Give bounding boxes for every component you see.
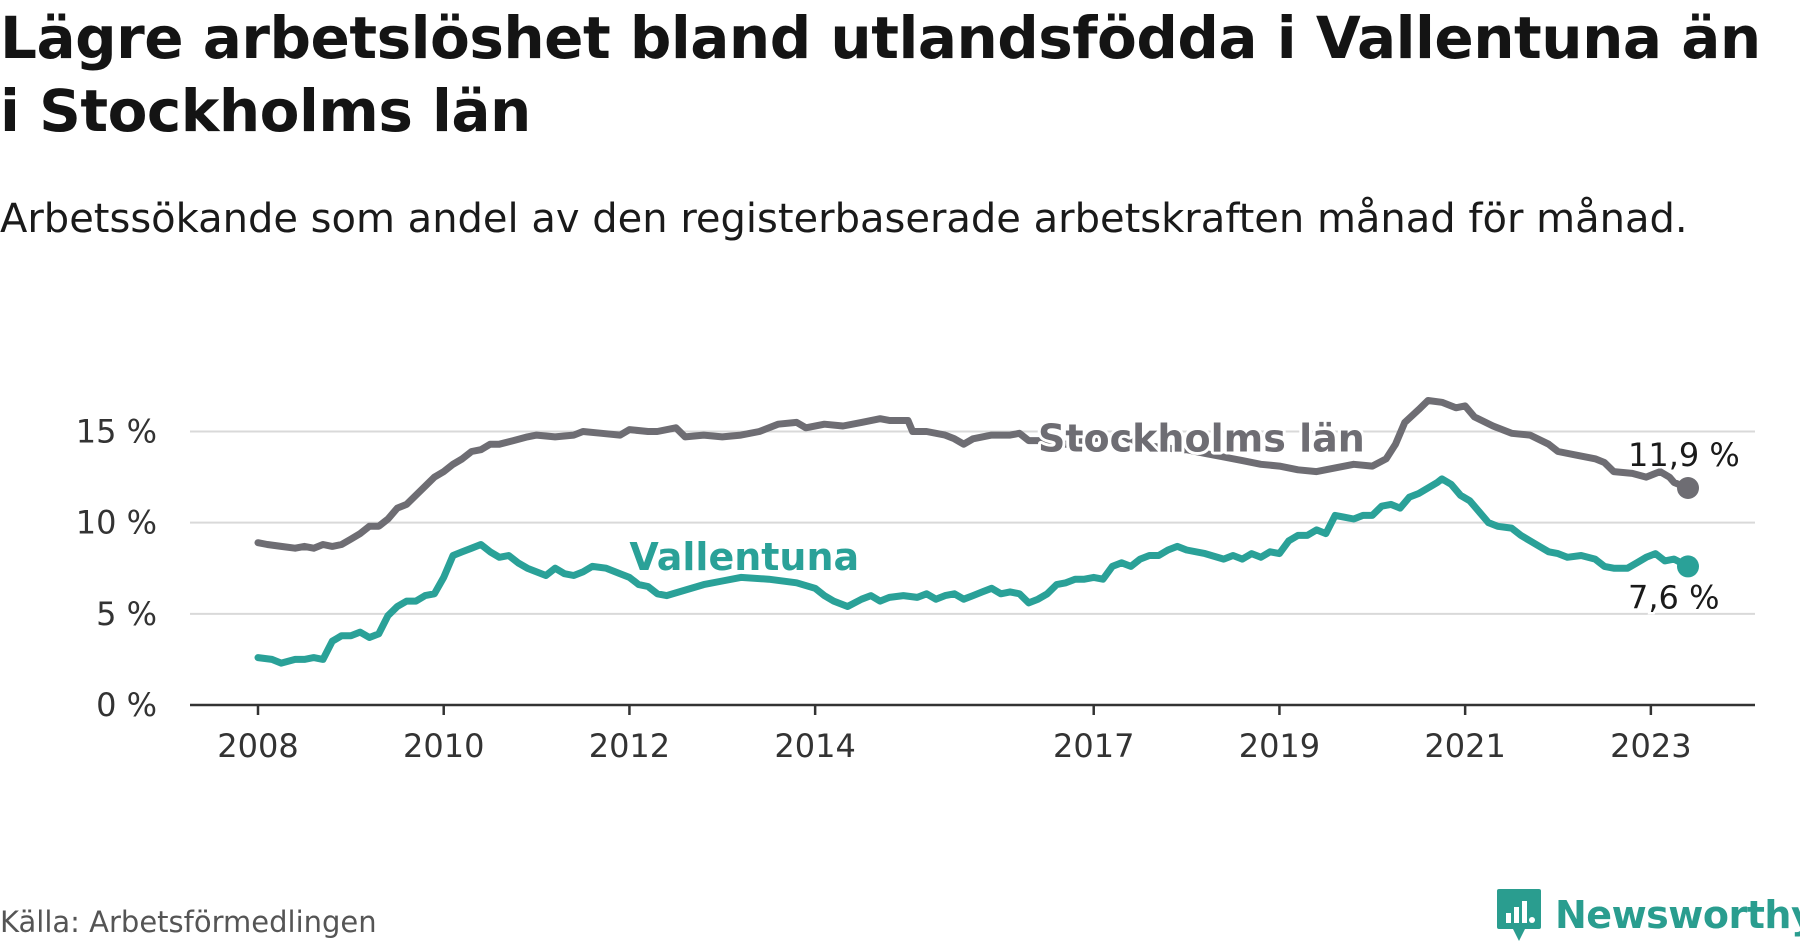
end-point-stockholms-län [1677, 477, 1699, 499]
series-line-vallentuna [254, 475, 1692, 667]
series-lines [254, 397, 1699, 667]
source-note: Källa: Arbetsförmedlingen [0, 905, 377, 939]
brand-logo[interactable]: Newsworthy [1495, 887, 1800, 943]
page-subtitle: Arbetssökande som andel av den registerb… [0, 196, 1688, 242]
y-tick-label: 10 % [76, 504, 157, 542]
x-tick-label: 2019 [1239, 727, 1320, 765]
gridlines [190, 430, 1755, 615]
brand-name: Newsworthy [1555, 893, 1800, 937]
y-tick-label: 0 % [96, 686, 157, 724]
page-title: Lägre arbetslöshet bland utlandsfödda i … [0, 4, 1761, 145]
axes: 0 % 5 % 10 % 15 % 2008 2010 2012 2014 2017 2019 20… [76, 412, 1755, 765]
end-point-vallentuna [1677, 555, 1699, 578]
end-value-label-vallentuna: 7,6 % [1628, 578, 1719, 616]
y-tick-label: 15 % [76, 412, 157, 450]
y-tick-label: 5 % [96, 595, 157, 633]
newsworthy-logo-icon [1497, 889, 1541, 941]
x-tick-label: 2008 [217, 727, 298, 765]
series-labels: Stockholms län 11,9 % Vallentuna 7,6 % [626, 414, 1742, 619]
series-label-stockholms-län: Stockholms län [1038, 417, 1365, 461]
x-tick-label: 2010 [403, 727, 484, 765]
x-tick-label: 2021 [1424, 727, 1505, 765]
end-value-label-stockholms-län: 11,9 % [1628, 436, 1740, 474]
x-tick-label: 2012 [589, 727, 670, 765]
x-tick-label: 2023 [1610, 727, 1691, 765]
x-tick-label: 2014 [774, 727, 855, 765]
series-label-vallentuna: Vallentuna [629, 535, 859, 579]
series-line-stockholms-län [254, 397, 1692, 552]
x-tick-label: 2017 [1053, 727, 1134, 765]
